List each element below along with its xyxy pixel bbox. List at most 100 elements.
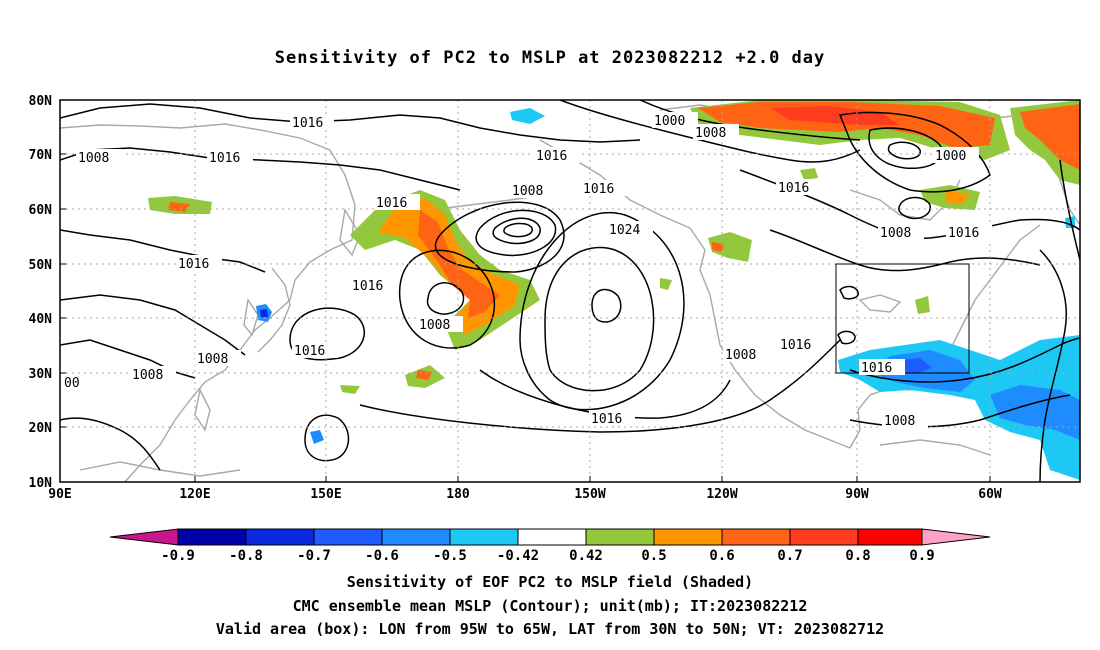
colorbar-label: 0.7	[777, 548, 802, 564]
lon-label: 90W	[845, 487, 869, 502]
contour-line	[898, 196, 931, 220]
contour-label: 1008	[132, 368, 163, 383]
coastline-asia	[60, 123, 356, 482]
shade-positive-arctic	[698, 102, 995, 148]
lat-ticks	[60, 99, 66, 483]
contour-labels: 1016 1008 1016 1016 1016 1008 1016 1024 …	[62, 112, 992, 429]
contour-label: 1008	[884, 414, 915, 429]
lon-label: 120E	[179, 487, 210, 502]
shade-negative-pacific	[310, 430, 324, 444]
map-title: Sensitivity of PC2 to MSLP at 2023082212…	[274, 48, 826, 68]
contour-label: 1016	[292, 116, 323, 131]
colorbar-swatch	[381, 528, 451, 546]
contour-label: 1008	[725, 348, 756, 363]
contour-line	[60, 229, 266, 273]
shade-positive-small	[915, 296, 930, 314]
contour-label: 1016	[209, 151, 240, 166]
lat-label: 20N	[29, 421, 53, 436]
contour-line	[739, 169, 1080, 239]
contour-label: 1016	[591, 412, 622, 427]
contour-label: 1008	[512, 184, 543, 199]
contour-line	[887, 141, 921, 160]
lon-label: 60W	[978, 487, 1002, 502]
colorbar-swatch	[789, 528, 859, 546]
map-frame	[59, 99, 1081, 483]
contour-line	[426, 282, 465, 315]
contour-label: 1008	[78, 151, 109, 166]
contour-line	[492, 217, 541, 245]
contour-label: 1016	[780, 338, 811, 353]
contour-label: 1016	[583, 182, 614, 197]
contour-line	[544, 246, 655, 392]
contour-line	[60, 103, 641, 143]
contour-line	[769, 229, 1041, 272]
colorbar-swatch	[245, 528, 315, 546]
lat-label: 70N	[29, 148, 53, 163]
contour-line	[838, 111, 991, 193]
caption-valid-area: Valid area (box): LON from 95W to 65W, L…	[215, 620, 885, 638]
colorbar-swatch	[313, 528, 383, 546]
colorbar-label: -0.7	[297, 548, 331, 564]
contour-line	[60, 339, 196, 379]
colorbar	[109, 528, 991, 546]
colorbar-label: -0.8	[229, 548, 263, 564]
lat-label: 40N	[29, 312, 53, 327]
lon-label: 120W	[706, 487, 737, 502]
contour-line	[434, 201, 565, 273]
contour-line	[289, 307, 365, 361]
colorbar-swatch	[177, 528, 247, 546]
contour-label: 1016	[536, 149, 567, 164]
contour-line	[304, 414, 350, 462]
colorbar-label: 0.42	[569, 548, 603, 564]
lon-ticks	[59, 476, 991, 482]
contour-label: 00	[64, 376, 80, 391]
contour-label: 1000	[654, 114, 685, 129]
colorbar-swatch	[653, 528, 723, 546]
coastline-philippines	[194, 387, 211, 432]
contour-line	[519, 212, 685, 411]
contour-line	[475, 209, 557, 257]
coastline-japan	[257, 267, 291, 353]
contour-label: 1016	[352, 279, 383, 294]
shade-negative-japan	[260, 309, 268, 317]
colorbar-labels: -0.9 -0.8 -0.7 -0.6 -0.5 -0.42 0.42 0.5 …	[161, 548, 935, 564]
contour-label: 1016	[861, 361, 892, 376]
shade-negative-atlantic	[898, 358, 932, 374]
contour-line	[1059, 159, 1080, 261]
coastline-caribbean	[879, 439, 991, 456]
contour-label: 1024	[609, 223, 640, 238]
contour-line	[839, 285, 859, 300]
lat-label: 50N	[29, 258, 53, 273]
lon-label: 150E	[310, 487, 341, 502]
colorbar-max-triangle	[921, 528, 991, 546]
coastline-korea	[243, 298, 259, 337]
contour-line	[849, 337, 1080, 383]
coastline-na-west	[699, 269, 851, 449]
lon-labels: 90E 120E 150E 180 150W 120W 90W 60W	[48, 487, 1002, 502]
shaded-sensitivity	[148, 100, 1080, 480]
lat-label: 80N	[29, 94, 53, 109]
contour-label: 1008	[197, 352, 228, 367]
colorbar-swatch	[857, 528, 923, 546]
lon-label: 90E	[48, 487, 71, 502]
coastline-kamchatka	[339, 208, 361, 257]
contour-line	[503, 222, 533, 238]
contour-line	[591, 288, 622, 323]
colorbar-label: 0.9	[909, 548, 934, 564]
contour-line	[60, 294, 246, 356]
coastline-great-lakes	[858, 294, 902, 313]
shade-positive-small	[660, 278, 672, 290]
contour-line	[60, 147, 461, 191]
colorbar-min-triangle	[109, 528, 179, 546]
shade-positive-arctic	[770, 106, 900, 125]
lon-label: 180	[446, 487, 470, 502]
colorbar-label: -0.9	[161, 548, 195, 564]
contour-label: 1016	[376, 196, 407, 211]
contour-label: 1008	[695, 126, 726, 141]
contour-line	[399, 249, 496, 349]
mslp-contours	[60, 100, 1080, 482]
lat-labels: 80N 70N 60N 50N 40N 30N 20N 10N	[29, 94, 53, 491]
colorbar-label: 0.8	[845, 548, 870, 564]
contour-label: 1016	[948, 226, 979, 241]
